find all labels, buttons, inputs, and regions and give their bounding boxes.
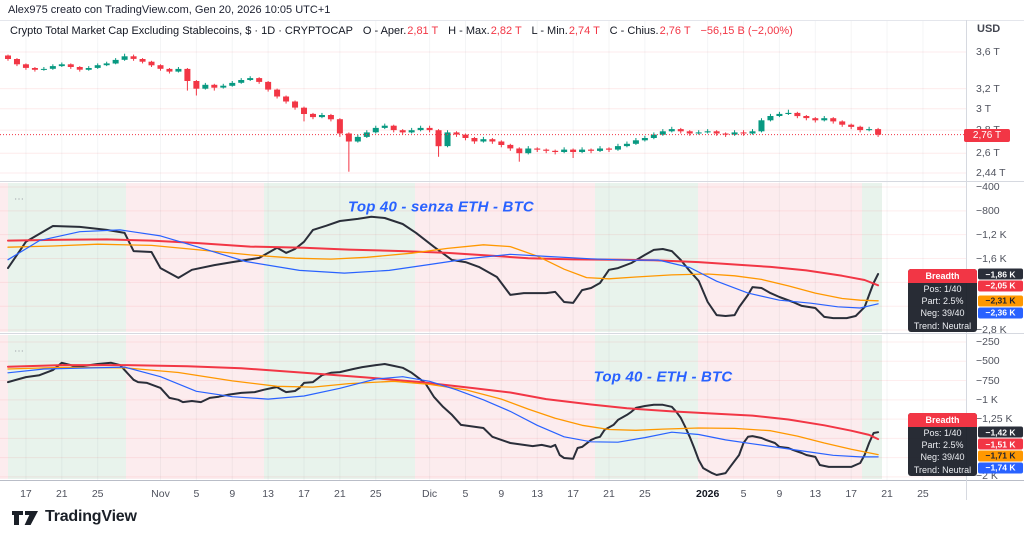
legend-row-pos: Pos: 1/40	[923, 428, 962, 438]
price-tick-label: 2,6 T	[976, 147, 1000, 160]
time-tick-label: 21	[55, 488, 68, 500]
pane2-more-options-icon[interactable]: ⋯	[14, 194, 25, 205]
time-tick-label: 17	[845, 488, 858, 500]
time-tick-label: Dic	[421, 488, 438, 500]
price-tick-label: 2,44 T	[976, 166, 1006, 179]
price-tick-label: 3 T	[976, 102, 991, 115]
indicator-value-chip: −1,74 K	[978, 462, 1023, 474]
time-tick-label: 21	[334, 488, 346, 500]
legend-row-neg: Neg: 39/40	[920, 308, 965, 319]
indicator-value-chip: −1,71 K	[978, 450, 1023, 462]
symbol-info-bar[interactable]: Crypto Total Market Cap Excluding Stable…	[10, 25, 793, 37]
indicator-value-chip: −2,36 K	[978, 307, 1023, 319]
pane3-tick-label: −500	[976, 355, 1000, 368]
legend-row-trend: Trend: Neutral	[913, 320, 972, 331]
time-tick-label: 13	[262, 488, 274, 500]
legend-title: Breadth	[908, 413, 977, 427]
time-tick-label: 21	[881, 488, 893, 500]
high-value: 2,82 T	[490, 25, 522, 37]
open-value: 2,81 T	[407, 25, 439, 37]
pane3-more-options-icon[interactable]: ⋯	[14, 346, 25, 357]
time-tick-label: 25	[639, 488, 651, 500]
open-label: O - Aper.	[362, 25, 407, 37]
pane2-tick-label: −1,6 K	[976, 252, 1007, 265]
breadth-legend-pane2[interactable]: Breadth Pos: 1/40 Part: 2.5% Neg: 39/40 …	[908, 269, 977, 332]
pane3-tick-label: −1,25 K	[976, 413, 1013, 426]
time-tick-label: 9	[776, 488, 783, 500]
time-tick-label: Nov	[151, 488, 170, 500]
legend-row-trend: Trend: Neutral	[913, 464, 972, 475]
time-tick-label: 13	[809, 488, 822, 500]
price-tick-label: 3,6 T	[976, 46, 1000, 58]
time-tick-label: 5	[740, 488, 747, 500]
time-tick-label: 9	[498, 488, 505, 500]
pane2-tick-label: −800	[976, 204, 1000, 217]
pane2-tick-label: −2,8 K	[976, 324, 1007, 336]
legend-row-part: Part: 2.5%	[921, 296, 964, 307]
pane2-tick-label: −1,2 K	[976, 228, 1007, 241]
close-label: C - Chius.	[609, 25, 659, 37]
time-tick-label: 25	[917, 488, 929, 500]
pane2-tick-label: −400	[976, 181, 1000, 193]
attribution: Alex975 creato con TradingView.com, Gen …	[8, 4, 331, 16]
time-tick-label: 17	[567, 488, 579, 500]
price-tick-label: 3,2 T	[976, 82, 1000, 95]
symbol-title[interactable]: Crypto Total Market Cap Excluding Stable…	[10, 25, 353, 37]
pane3-tick-label: −750	[976, 374, 1000, 387]
change-value: −56,15 B (−2,00%)	[700, 25, 793, 37]
low-value: 2,74 T	[568, 25, 600, 37]
tradingview-branding[interactable]: TradingView	[12, 508, 137, 526]
time-tick-label: 25	[91, 488, 104, 500]
pane2-title: Top 40 - senza ETH - BTC	[348, 198, 534, 216]
time-tick-label: 2026	[695, 488, 720, 500]
current-price-label: 2,76 T	[964, 129, 1010, 142]
tradingview-logo-icon	[12, 511, 38, 525]
time-tick-label: 17	[298, 488, 310, 500]
close-value: 2,76 T	[659, 25, 691, 37]
time-tick-label: 17	[20, 488, 32, 500]
indicator-value-chip: −2,05 K	[978, 280, 1023, 292]
indicator-value-chip: −1,51 K	[978, 438, 1023, 450]
pane3-tick-label: −1 K	[976, 393, 998, 406]
time-tick-label: 5	[193, 488, 200, 500]
pane3-title: Top 40 - ETH - BTC	[593, 368, 733, 386]
legend-row-pos: Pos: 1/40	[923, 284, 962, 294]
time-tick-label: 13	[531, 488, 544, 500]
low-label: L - Min.	[531, 25, 568, 37]
time-tick-label: 5	[462, 488, 469, 500]
indicator-value-chip: −2,31 K	[978, 295, 1023, 307]
legend-row-part: Part: 2.5%	[921, 440, 964, 451]
legend-row-neg: Neg: 39/40	[920, 452, 965, 463]
indicator-value-chip: −1,42 K	[978, 426, 1023, 438]
brand-name: TradingView	[45, 508, 137, 525]
time-tick-label: 21	[603, 488, 615, 500]
pane3-tick-label: −250	[976, 336, 1000, 348]
time-tick-label: 9	[229, 488, 236, 500]
breadth-legend-pane3[interactable]: Breadth Pos: 1/40 Part: 2.5% Neg: 39/40 …	[908, 413, 977, 476]
high-label: H - Max.	[448, 25, 490, 37]
indicator-value-chip: −1,86 K	[978, 268, 1023, 280]
legend-title: Breadth	[908, 269, 977, 283]
price-axis-currency: USD	[977, 23, 1001, 35]
time-tick-label: 25	[369, 488, 382, 500]
